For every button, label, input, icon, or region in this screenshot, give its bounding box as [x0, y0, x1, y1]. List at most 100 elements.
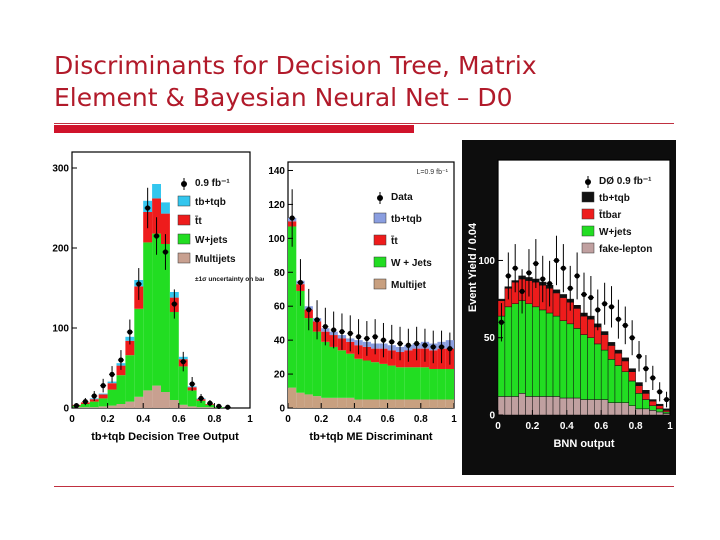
bar-tb-tqb: [497, 298, 506, 301]
data-point: [602, 301, 608, 307]
bar-multijet: [429, 399, 438, 408]
bnn-chart: 0 0.2 0.4 0.6 0.8 1 0 50 100 BNN output Event Yiel…: [462, 140, 676, 475]
bar-tb-tqb: [662, 408, 671, 411]
bar-fake-lepton: [580, 399, 588, 416]
legend-data-marker: [377, 195, 383, 201]
y-tick-label: 0: [489, 411, 495, 422]
bar-w-jets: [161, 244, 170, 392]
bar-multijet: [445, 399, 454, 408]
bar-w-jets: [539, 309, 547, 397]
legend-swatch: [581, 225, 595, 237]
x-tick-label: 0.2: [314, 414, 328, 425]
x-tick-label: 0.6: [381, 414, 395, 425]
bar-t-tbar: [573, 308, 581, 329]
data-point: [540, 276, 546, 282]
bar-w-jets: [296, 290, 305, 393]
bar-w-jets: [504, 306, 513, 397]
bar-multijet: [354, 399, 363, 408]
data-point: [73, 403, 80, 409]
bar-t-tbar: [587, 318, 595, 338]
data-point: [216, 403, 222, 409]
data-point: [322, 323, 328, 330]
bar-multijets: [152, 385, 161, 408]
bar-t-tbar: [628, 371, 636, 382]
bar-multijets: [205, 407, 215, 408]
bar-multijet: [387, 399, 396, 408]
bar-w-jets: [412, 367, 421, 400]
data-point: [567, 285, 573, 291]
bar-multijets: [98, 406, 108, 408]
bar-tb-tqb: [655, 403, 664, 406]
data-point: [380, 337, 387, 343]
bar-t-tbar: [614, 352, 623, 366]
bar-tb-tqb: [649, 399, 657, 402]
bar-multijet: [404, 399, 413, 408]
bar-w-jets: [545, 312, 554, 397]
legend-label: Multijets: [195, 254, 236, 265]
data-point: [663, 396, 670, 403]
bar-w-jets: [655, 408, 664, 413]
data-point: [588, 294, 594, 301]
bar-tb-tqb: [600, 331, 609, 335]
data-point: [422, 342, 428, 348]
bar-tb-tqb: [98, 393, 108, 395]
bar-w-jets: [566, 323, 574, 399]
bar-fake-lepton: [621, 402, 629, 416]
legend-swatch: [581, 208, 595, 220]
x-tick-label: 1: [667, 421, 673, 432]
bar-tb-tqb: [635, 382, 643, 386]
data-point: [498, 319, 505, 325]
bar-w-jets: [152, 233, 161, 386]
bar-w-jets: [371, 362, 380, 400]
bar-w-jets: [628, 380, 636, 406]
data-point: [547, 281, 553, 287]
bar-w-jets: [178, 366, 188, 405]
title-line-2: Element & Bayesian Neural Net – D0: [54, 83, 513, 112]
bar-multijet: [362, 399, 371, 408]
bar-fake-lepton: [607, 402, 616, 416]
bar-fake-lepton: [587, 399, 595, 416]
bar-w-jets: [559, 320, 568, 399]
bar-fake-lepton: [511, 396, 519, 416]
bar-w-jets: [552, 315, 561, 397]
data-point: [162, 249, 169, 255]
x-tick-label: 1: [451, 414, 457, 425]
data-point: [127, 329, 133, 335]
bar-fake-lepton: [518, 393, 526, 416]
legend-label: t̄t: [195, 215, 203, 227]
title-accent-bar: [54, 125, 414, 133]
y-tick-label: 140: [268, 166, 285, 177]
bar-w-jets: [98, 398, 108, 407]
data-point: [347, 330, 353, 336]
bar-tb-tqb: [621, 357, 629, 362]
x-tick-label: 0.2: [525, 421, 539, 432]
bar-w-jets: [445, 368, 454, 400]
bar-fake-lepton: [614, 402, 623, 416]
legend-label: tb+tqb: [599, 193, 630, 204]
data-point: [553, 257, 560, 264]
data-point: [519, 288, 525, 294]
bar-w-jets: [125, 355, 135, 402]
data-point: [198, 395, 204, 401]
data-point: [397, 340, 403, 347]
legend-swatch: [373, 234, 387, 246]
data-point: [581, 291, 587, 298]
data-point: [207, 400, 213, 406]
data-point: [650, 375, 656, 381]
bar-t-tbar: [655, 405, 664, 410]
bar-w-jets: [429, 368, 438, 400]
bar-t-tbar: [552, 292, 561, 317]
data-point: [447, 346, 453, 352]
bar-multijet: [312, 396, 322, 408]
y-tick-label: 80: [274, 268, 286, 279]
bar-multijet: [296, 392, 305, 408]
bar-w-jets: [187, 390, 197, 407]
legend-swatch: [581, 242, 595, 254]
data-point: [512, 265, 518, 271]
bar-fake-lepton: [552, 396, 561, 416]
data-point: [355, 334, 362, 340]
data-point: [289, 215, 295, 221]
data-point: [405, 342, 411, 348]
bar-w-jets: [395, 367, 405, 400]
bar-multijet: [379, 399, 388, 408]
